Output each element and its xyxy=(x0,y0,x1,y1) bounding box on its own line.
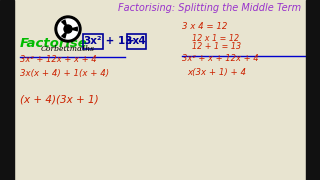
Text: Factorising: Splitting the Middle Term: Factorising: Splitting the Middle Term xyxy=(118,3,301,13)
Text: 3x² + x + 12x + 4: 3x² + x + 12x + 4 xyxy=(182,54,259,63)
Circle shape xyxy=(55,16,81,42)
Text: Factorise: Factorise xyxy=(20,37,88,50)
Text: Corbettmαths: Corbettmαths xyxy=(41,45,95,53)
Wedge shape xyxy=(68,26,78,31)
Wedge shape xyxy=(61,29,68,39)
Text: 3x² + 12x + x + 4: 3x² + 12x + x + 4 xyxy=(20,55,97,64)
Bar xyxy=(306,0,320,180)
Circle shape xyxy=(64,25,72,33)
Text: (x + 4)(3x + 1): (x + 4)(3x + 1) xyxy=(20,95,99,105)
Text: x(3x + 1) + 4: x(3x + 1) + 4 xyxy=(187,68,246,77)
Text: + 13x: + 13x xyxy=(102,36,139,46)
Text: + 4: + 4 xyxy=(126,36,146,46)
Wedge shape xyxy=(61,19,68,29)
Text: 3x²: 3x² xyxy=(83,36,102,46)
Text: 12 + 1 = 13: 12 + 1 = 13 xyxy=(192,42,241,51)
Text: 3 x 4 = 12: 3 x 4 = 12 xyxy=(182,22,228,31)
Text: 3x(x + 4) + 1(x + 4): 3x(x + 4) + 1(x + 4) xyxy=(20,69,109,78)
Text: 12 x 1 = 12: 12 x 1 = 12 xyxy=(192,34,239,43)
Bar xyxy=(0,0,14,180)
Circle shape xyxy=(58,19,78,39)
